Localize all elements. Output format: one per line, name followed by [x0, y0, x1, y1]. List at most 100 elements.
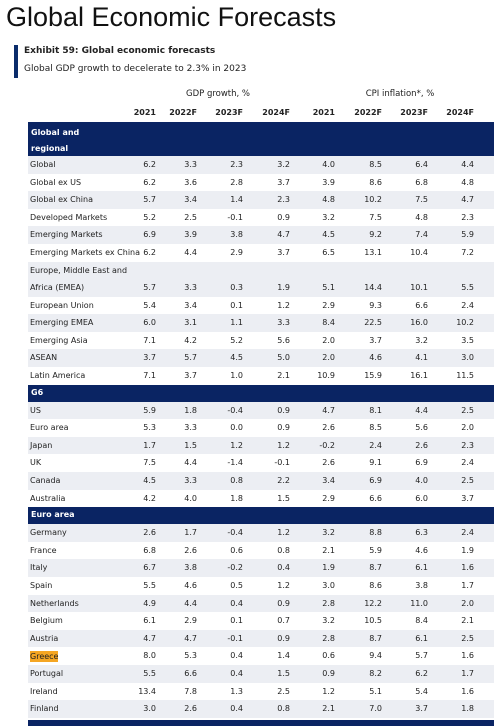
cell-value: 3.6	[184, 177, 197, 187]
cell-value: 1.8	[184, 405, 197, 415]
cell-value: 1.8	[461, 704, 474, 714]
cell-value: 0.9	[322, 669, 335, 678]
cell-value: 5.2	[143, 212, 156, 222]
table-row: Emerging Markets 6.9 3.9 3.8 4.7 4.5 9.2 7.4 5.9	[28, 226, 494, 244]
cell-value: 8.4	[322, 318, 335, 328]
cell-value: 3.3	[184, 282, 197, 292]
cell-value: 5.6	[277, 335, 290, 345]
cell-value: 4.4	[184, 248, 197, 257]
cell-value: 2.5	[461, 476, 474, 485]
cell-value: 5.5	[461, 282, 474, 292]
cell-value: 2.0	[322, 335, 335, 345]
table-row: Emerging EMEA 6.0 3.1 1.1 3.3 8.4 22.5 16.0 10.2	[28, 314, 494, 332]
cell-value: 1.7	[184, 528, 197, 538]
cell-value: 1.1	[230, 318, 243, 328]
table-row: Global ex China 5.7 3.4 1.4 2.3 4.8 10.2 7.5 4.7	[28, 191, 494, 209]
cell-value: 3.9	[322, 177, 335, 187]
table-row: Canada 4.5 3.3 0.8 2.2 3.4 6.9 4.0 2.5	[28, 472, 494, 490]
cell-value: 2.0	[461, 598, 474, 608]
table-row: Euro area 5.3 3.3 0.0 0.9 2.6 8.5 5.6 2.0	[28, 419, 494, 437]
cell-value: 3.2	[277, 160, 290, 169]
table-row: Global ex US 6.2 3.6 2.8 3.7 3.9 8.6 6.8 4.8	[28, 174, 494, 192]
cell-value: 4.9	[143, 598, 156, 608]
cell-value: 16.1	[410, 371, 428, 380]
cell-value: 8.6	[369, 177, 382, 187]
cell-value: 2.1	[322, 545, 335, 555]
row-label: Emerging Markets	[30, 230, 103, 240]
cell-value: 11.5	[456, 371, 474, 380]
cell-value: 2.5	[277, 686, 290, 696]
cell-value: -0.2	[227, 563, 243, 573]
cell-value: 7.5	[369, 212, 382, 222]
cell-value: 8.7	[369, 563, 382, 573]
cell-value: 2.6	[322, 423, 335, 433]
cell-value: 4.6	[184, 581, 197, 590]
cell-value: 2.1	[461, 616, 474, 626]
cell-value: 7.0	[369, 704, 382, 714]
cell-value: 0.6	[322, 651, 335, 661]
cell-value: 3.0	[143, 704, 156, 714]
cell-value: 0.4	[230, 669, 243, 678]
cell-value: 1.5	[277, 493, 290, 503]
cell-value: 8.0	[143, 651, 156, 661]
cell-value: 9.2	[369, 230, 382, 240]
cell-value: 5.3	[184, 651, 197, 661]
cell-value: 6.1	[415, 563, 428, 573]
table-row: Emerging Markets ex China 6.2 4.4 2.9 3.7 6.5…	[28, 244, 494, 262]
row-label: Portugal	[30, 669, 64, 678]
cell-value: 2.5	[461, 633, 474, 643]
table-row: Austria 4.7 4.7 -0.1 0.9 2.8 8.7 6.1 2.5	[28, 629, 494, 648]
cell-value: 3.9	[184, 230, 197, 240]
cell-value: 1.7	[461, 581, 474, 590]
cell-value: 6.0	[415, 493, 428, 503]
cell-value: 2.4	[461, 458, 474, 468]
cell-value: 10.2	[364, 195, 382, 205]
cell-value: -1.4	[227, 458, 243, 468]
cell-value: 4.2	[143, 493, 156, 503]
cell-value: 3.2	[415, 335, 428, 345]
cell-value: 14.4	[364, 282, 382, 292]
cell-value: 2.3	[230, 160, 243, 169]
cell-value: 1.9	[461, 545, 474, 555]
cell-value: 6.2	[143, 160, 156, 169]
cell-value: 6.9	[143, 230, 156, 240]
cell-value: 0.4	[277, 563, 290, 573]
cell-value: 4.7	[322, 405, 335, 415]
table-row: European Union 5.4 3.4 0.1 1.2 2.9 9.3 6.6 2.4	[28, 297, 494, 315]
cell-value: 0.9	[277, 598, 290, 608]
table-row: Greece 8.0 5.3 0.4 1.4 0.6 9.4 5.7 1.6	[28, 647, 494, 665]
cell-value: 4.4	[415, 405, 428, 415]
cell-value: 2.4	[461, 300, 474, 310]
cell-value: -0.1	[227, 633, 243, 643]
cell-value: 6.6	[369, 493, 382, 503]
column-header: 2022F	[169, 108, 197, 117]
cell-value: 11.0	[410, 598, 428, 608]
cell-value: 4.8	[322, 195, 335, 205]
cell-value: 10.1	[410, 282, 428, 292]
cell-value: 1.6	[461, 686, 474, 696]
cell-value: 4.8	[415, 212, 428, 222]
cell-value: 5.4	[415, 686, 428, 696]
cell-value: 1.8	[230, 493, 243, 503]
table-row: France 6.8 2.6 0.6 0.8 2.1 5.9 4.6 1.9	[28, 542, 494, 560]
cell-value: 3.3	[184, 423, 197, 433]
column-group-header: GDP growth, %	[185, 89, 250, 99]
cell-value: 3.1	[184, 318, 197, 328]
cell-value: 6.3	[415, 528, 428, 538]
cell-value: 6.9	[369, 476, 382, 485]
cell-value: 3.7	[143, 353, 156, 363]
row-label: Italy	[30, 563, 48, 573]
cell-value: 8.4	[415, 616, 428, 626]
cell-value: 3.0	[322, 581, 335, 590]
cell-value: 5.5	[143, 581, 156, 590]
cell-value: 1.2	[230, 440, 243, 450]
cell-value: 3.4	[184, 195, 197, 205]
cell-value: 7.2	[461, 248, 474, 257]
cell-value: 13.4	[138, 686, 156, 696]
cell-value: 1.3	[230, 686, 243, 696]
cell-value: 8.7	[369, 633, 382, 643]
cell-value: 2.5	[461, 405, 474, 415]
cell-value: 2.1	[322, 704, 335, 714]
row-label: European Union	[30, 300, 94, 310]
column-header: 2023F	[215, 108, 243, 117]
